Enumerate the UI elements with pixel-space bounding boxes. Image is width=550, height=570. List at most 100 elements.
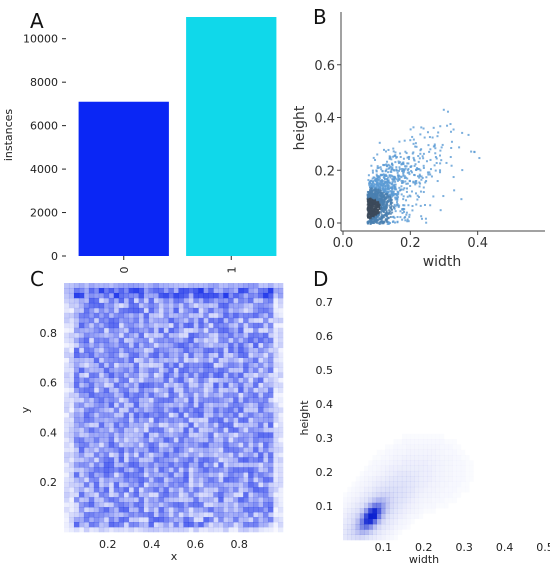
heatmap-cell	[203, 342, 209, 349]
heatmap-cell	[203, 387, 209, 393]
heatmap-cell	[253, 452, 259, 458]
heatmap-cell	[83, 477, 90, 483]
heatmap-cell	[228, 397, 234, 403]
scatter-point	[394, 205, 397, 208]
heatmap-cell	[163, 527, 169, 533]
heatmap-cell	[268, 382, 274, 388]
heatmap-cell	[253, 377, 259, 383]
scatter-point	[424, 181, 427, 184]
heatmap-cell	[143, 442, 149, 448]
scatter-point	[381, 173, 384, 176]
heatmap-cell	[103, 397, 110, 403]
heatmap-cell	[64, 442, 70, 448]
scatter-point	[405, 182, 408, 185]
heatmap-cell	[248, 283, 254, 289]
scatter-point	[405, 187, 408, 190]
density-cell	[401, 508, 407, 514]
heatmap-cell	[64, 327, 70, 334]
heatmap-cell	[278, 527, 284, 533]
heatmap-cell	[138, 447, 144, 453]
heatmap-cell	[208, 312, 214, 319]
heatmap-cell	[223, 332, 229, 339]
scatter-point	[416, 194, 419, 197]
y-tick-label-b-0.2: 0.2	[314, 164, 335, 179]
heatmap-cell	[64, 322, 70, 329]
heatmap-cell	[248, 417, 254, 423]
heatmap-cell	[223, 387, 229, 393]
scatter-point	[390, 162, 393, 165]
density-cell	[376, 518, 382, 525]
heatmap-cell	[133, 422, 139, 428]
heatmap-cell	[73, 507, 80, 513]
heatmap-cell	[173, 422, 179, 428]
density-cell	[418, 481, 424, 488]
heatmap-cell	[258, 457, 264, 463]
heatmap-cell	[103, 457, 110, 463]
heatmap-cell	[213, 472, 219, 478]
scatter-point	[397, 176, 400, 179]
heatmap-cell	[128, 442, 134, 448]
density-cell	[359, 502, 365, 509]
heatmap-cell	[143, 527, 149, 533]
heatmap-cell	[83, 352, 90, 358]
heatmap-cell	[183, 352, 189, 358]
heatmap-cell	[148, 527, 154, 533]
heatmap-cell	[233, 467, 239, 473]
density-cell	[389, 481, 394, 488]
scatter-point	[393, 216, 396, 219]
heatmap-cell	[64, 412, 70, 418]
heatmap-cell	[188, 477, 194, 483]
heatmap-cell	[258, 362, 264, 368]
y-tick-label-b-0.6: 0.6	[314, 59, 335, 74]
heatmap-cell	[148, 402, 154, 408]
heatmap-cell	[153, 372, 159, 378]
heatmap-cell	[228, 522, 234, 528]
heatmap-cell	[238, 342, 244, 349]
scatter-point	[385, 215, 388, 218]
heatmap-cell	[133, 487, 139, 493]
heatmap-cell	[203, 372, 209, 378]
heatmap-cell	[108, 482, 115, 488]
heatmap-cell	[143, 342, 149, 349]
scatter-point	[461, 131, 464, 134]
heatmap-cell	[183, 382, 189, 388]
heatmap-cell	[93, 452, 100, 458]
scatter-point	[387, 176, 390, 179]
heatmap-cell	[78, 307, 85, 314]
heatmap-cell	[138, 397, 144, 403]
heatmap-cell	[143, 322, 149, 329]
heatmap-cell	[198, 297, 204, 304]
density-cell	[351, 518, 356, 525]
heatmap-cell	[133, 502, 139, 508]
heatmap-cell	[223, 322, 229, 329]
density-cell	[393, 518, 399, 525]
heatmap-cell	[163, 387, 169, 393]
heatmap-cell	[98, 407, 105, 413]
density-cell	[444, 481, 449, 488]
heatmap-cell	[143, 292, 149, 299]
heatmap-cell	[188, 297, 194, 304]
heatmap-cell	[123, 447, 130, 453]
heatmap-cell	[88, 302, 95, 309]
scatter-point	[414, 142, 417, 145]
heatmap-cell	[128, 492, 134, 498]
scatter-point	[390, 168, 393, 171]
scatter-point	[373, 199, 376, 202]
heatmap-cell	[198, 507, 204, 513]
y-tick-label-d-0.7: 0.7	[316, 296, 334, 309]
scatter-point	[460, 198, 463, 201]
heatmap-cell	[178, 432, 184, 438]
heatmap-cell	[148, 427, 154, 433]
heatmap-cell	[233, 397, 239, 403]
density-cell	[406, 492, 411, 498]
heatmap-cell	[188, 387, 194, 393]
heatmap-cell	[268, 502, 274, 508]
heatmap-cell	[278, 347, 284, 354]
heatmap-cell	[118, 352, 125, 358]
heatmap-cell	[133, 307, 139, 314]
density-cell	[364, 497, 369, 504]
heatmap-cell	[163, 392, 169, 398]
heatmap-cell	[273, 337, 279, 344]
heatmap-cell	[173, 337, 179, 344]
heatmap-cell	[228, 527, 234, 533]
